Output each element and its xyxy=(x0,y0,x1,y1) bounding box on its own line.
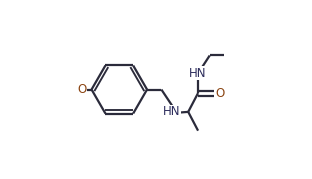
Text: O: O xyxy=(215,87,224,100)
Text: HN: HN xyxy=(189,67,207,80)
Text: HN: HN xyxy=(163,105,181,118)
Text: O: O xyxy=(78,83,87,96)
